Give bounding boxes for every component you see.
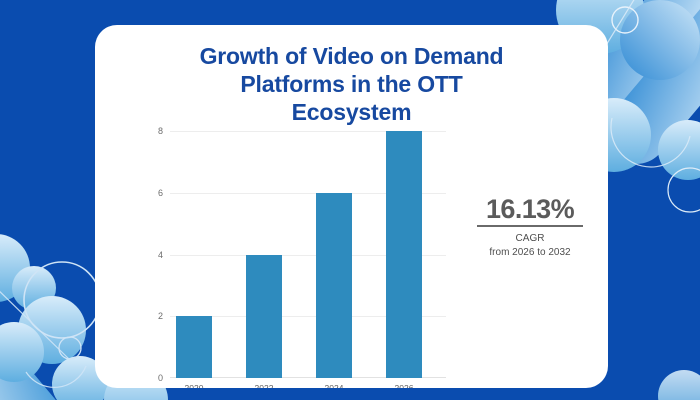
cagr-range: from 2026 to 2032 xyxy=(489,246,571,258)
title-line-3: Ecosystem xyxy=(291,99,412,126)
bar-2026[interactable] xyxy=(386,131,422,378)
gridline-4 xyxy=(170,254,446,256)
chart-plot-area: 0 2 4 6 8 2020 2022 2024 2026 xyxy=(158,126,446,388)
axis-baseline xyxy=(170,377,446,378)
ytick-label-4: 4 xyxy=(157,249,163,260)
bar-2022[interactable] xyxy=(246,254,282,378)
bar-2024[interactable] xyxy=(316,192,352,378)
title-line-2: Platforms in the OTT xyxy=(240,71,463,98)
decor-cluster-bottom-right xyxy=(658,370,700,400)
ytick-label-0: 0 xyxy=(157,373,163,383)
gridline-2 xyxy=(170,316,446,318)
cagr-callout: 16.13% CAGR from 2026 to 2032 xyxy=(465,195,595,259)
content-card: Growth of Video on Demand Platforms in t… xyxy=(95,25,608,388)
cagr-underline xyxy=(477,225,583,228)
decor-cluster-bottom-left xyxy=(0,234,168,400)
gridline-8 xyxy=(170,131,446,132)
bar-chart: 0 2 4 6 8 2020 2022 2024 2026 VOD Adopti… xyxy=(128,125,458,388)
bar-2020[interactable] xyxy=(176,316,212,378)
gridline-6 xyxy=(170,192,446,194)
page-title: Growth of Video on Demand Platforms in t… xyxy=(95,42,608,126)
cagr-value: 16.13% xyxy=(486,194,575,224)
xtick-label-2022: 2022 xyxy=(254,383,274,388)
ytick-label-6: 6 xyxy=(157,187,163,198)
title-line-1: Growth of Video on Demand xyxy=(199,43,504,69)
xtick-label-2026: 2026 xyxy=(394,383,414,388)
ytick-label-2: 2 xyxy=(157,311,163,322)
cagr-label: CAGR xyxy=(515,233,545,245)
xtick-label-2024: 2024 xyxy=(324,383,344,388)
xtick-label-2020: 2020 xyxy=(184,383,204,388)
ytick-label-8: 8 xyxy=(157,126,163,136)
